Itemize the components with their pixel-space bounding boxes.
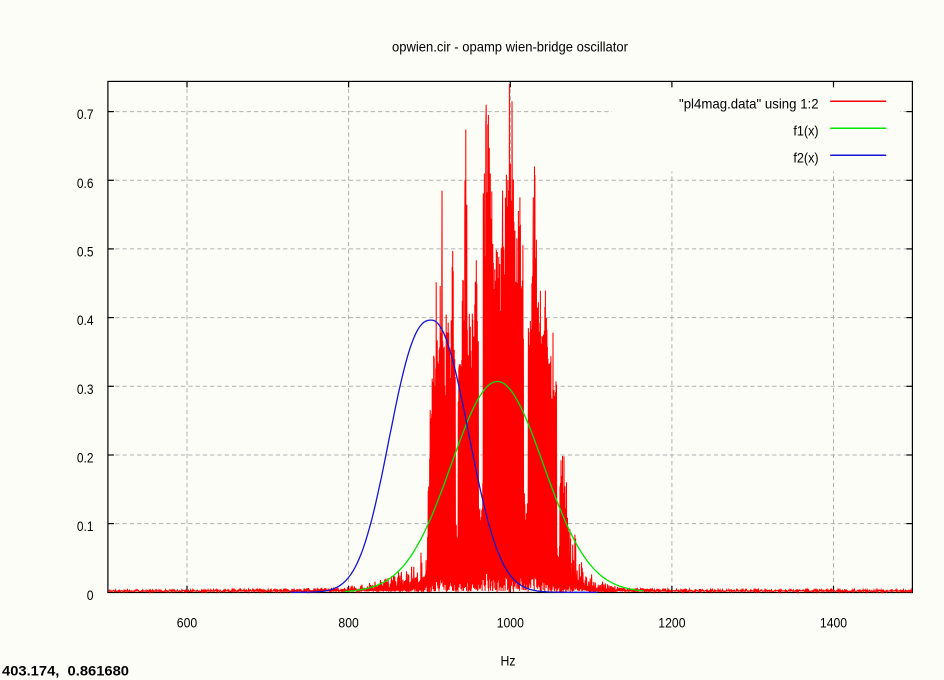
- svg-text:f1(x): f1(x): [793, 123, 818, 139]
- svg-text:0.7: 0.7: [77, 106, 94, 122]
- svg-text:0.5: 0.5: [77, 243, 94, 259]
- svg-text:"pl4mag.data" using 1:2: "pl4mag.data" using 1:2: [679, 96, 819, 112]
- svg-text:0.2: 0.2: [77, 450, 94, 466]
- svg-text:1400: 1400: [820, 615, 847, 631]
- svg-text:0: 0: [87, 587, 94, 603]
- svg-text:0.3: 0.3: [77, 381, 94, 397]
- svg-text:800: 800: [338, 615, 359, 631]
- svg-text:0.1: 0.1: [77, 518, 94, 534]
- svg-text:1200: 1200: [658, 615, 685, 631]
- svg-text:403.174, 0.861680: 403.174, 0.861680: [2, 662, 129, 678]
- svg-text:600: 600: [177, 615, 198, 631]
- svg-text:opwien.cir - opamp wien-bridge: opwien.cir - opamp wien-bridge oscillato…: [392, 39, 628, 55]
- svg-text:1000: 1000: [497, 615, 524, 631]
- svg-text:0.4: 0.4: [77, 312, 94, 328]
- svg-text:f2(x): f2(x): [793, 150, 818, 166]
- svg-text:Hz: Hz: [501, 653, 516, 669]
- svg-text:0.6: 0.6: [77, 175, 94, 191]
